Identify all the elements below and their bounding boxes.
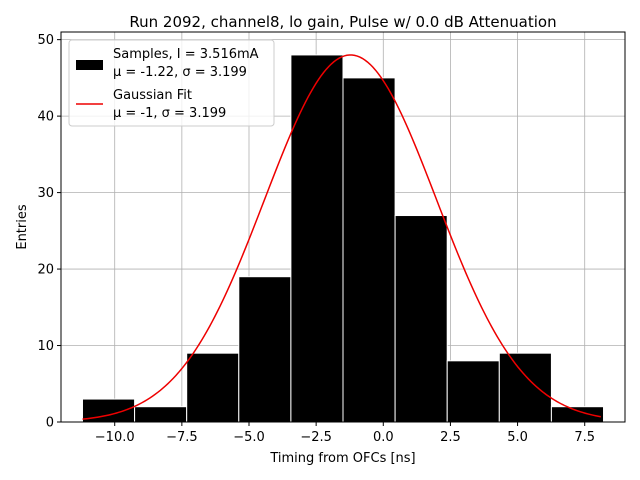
y-tick-label-5: 50 xyxy=(37,33,54,48)
x-tick-label-1: −7.5 xyxy=(166,430,198,445)
legend-fit-label: Gaussian Fit xyxy=(113,88,192,103)
x-tick-label-2: −5.0 xyxy=(233,430,265,445)
legend-samples-label: Samples, I = 3.516mA xyxy=(113,47,259,62)
y-tick-label-1: 10 xyxy=(37,339,54,354)
x-tick-label-4: 0.0 xyxy=(373,430,394,445)
legend-fit-stats: μ = -1, σ = 3.199 xyxy=(113,106,226,121)
plot-frame xyxy=(60,31,626,423)
histogram-bar-6 xyxy=(394,215,448,423)
histogram-bar-5 xyxy=(342,77,396,423)
legend-samples-stats: μ = -1.22, σ = 3.199 xyxy=(113,65,247,80)
x-tick-label-5: 2.5 xyxy=(440,430,461,445)
x-tick-label-7: 7.5 xyxy=(574,430,595,445)
legend-samples-swatch xyxy=(76,60,103,70)
histogram-bar-4 xyxy=(290,54,344,423)
y-tick-label-2: 20 xyxy=(37,263,54,278)
histogram-bar-1 xyxy=(134,406,188,423)
histogram-bar-9 xyxy=(550,406,605,423)
x-axis-ticks: −10.0 −7.5 −5.0 −2.5 0.0 2.5 5.0 7.5 xyxy=(95,422,595,445)
y-axis-ticks: 0 10 20 30 40 50 xyxy=(37,33,61,431)
legend-box xyxy=(68,39,275,127)
x-tick-label-6: 5.0 xyxy=(507,430,528,445)
histogram-bar-3 xyxy=(238,276,292,423)
y-tick-label-0: 0 xyxy=(46,416,54,431)
x-axis-label: Timing from OFCs [ns] xyxy=(269,451,415,466)
y-tick-label-4: 40 xyxy=(37,110,54,125)
legend: Samples, I = 3.516mA μ = -1.22, σ = 3.19… xyxy=(68,39,275,127)
gaussian-fit-curve xyxy=(82,54,601,420)
histogram-bars xyxy=(81,54,605,423)
x-tick-label-3: −2.5 xyxy=(300,430,332,445)
histogram-bar-2 xyxy=(186,352,240,423)
x-tick-label-0: −10.0 xyxy=(95,430,135,445)
y-tick-label-3: 30 xyxy=(37,186,54,201)
histogram-bar-7 xyxy=(446,360,500,423)
histogram-bar-8 xyxy=(498,352,552,423)
y-axis-label: Entries xyxy=(15,204,30,250)
chart-title: Run 2092, channel8, lo gain, Pulse w/ 0.… xyxy=(129,13,556,31)
